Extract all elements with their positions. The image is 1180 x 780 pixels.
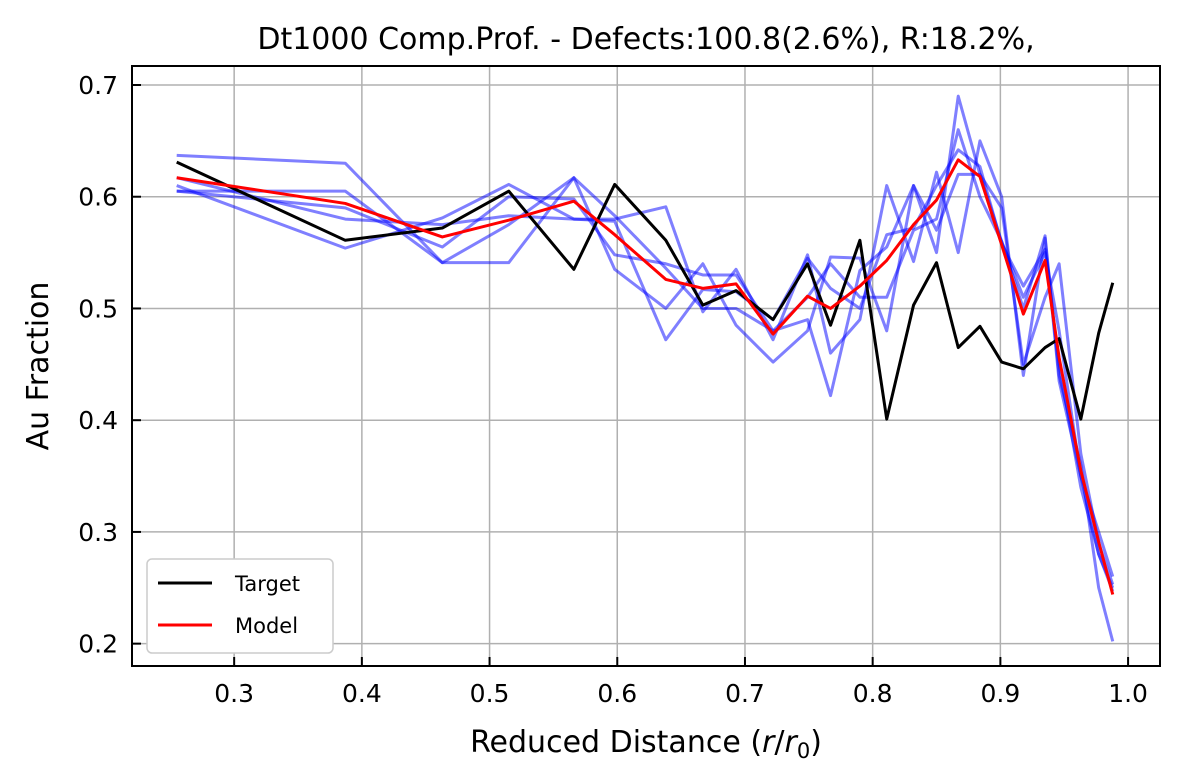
legend: Target Model — [146, 558, 334, 654]
x-tick-label: 0.9 — [980, 679, 1020, 708]
series-line-sample-5 — [176, 128, 1115, 589]
y-tick-label: 0.2 — [78, 630, 118, 659]
x-tick-label: 0.4 — [342, 679, 382, 708]
x-tick-label: 1.0 — [1108, 679, 1148, 708]
series-line-target — [176, 160, 1115, 421]
series-layer — [176, 94, 1115, 642]
x-tick-label: 0.5 — [470, 679, 510, 708]
x-tick-label: 0.3 — [214, 679, 254, 708]
y-axis-title: Au Fraction — [21, 282, 56, 451]
x-tick-label: 0.7 — [725, 679, 765, 708]
series-line-sample-3 — [176, 172, 1115, 585]
y-tick-label: 0.3 — [78, 518, 118, 547]
y-tick-label: 0.5 — [78, 294, 118, 323]
y-tick-label: 0.4 — [78, 406, 118, 435]
series-line-sample-4 — [176, 148, 1115, 592]
x-tick-label: 0.8 — [853, 679, 893, 708]
ticks: 0.3 0.4 0.5 0.6 0.7 0.8 0.9 1.0 0.2 0.3 0.4 0.5 0.6 0… — [78, 71, 1148, 708]
y-tick-label: 0.7 — [78, 71, 118, 100]
plot-frame — [131, 65, 1161, 667]
x-tick-label: 0.6 — [597, 679, 637, 708]
legend-model-label: Model — [235, 614, 298, 638]
legend-target-label: Target — [234, 572, 300, 596]
series-line-model — [176, 158, 1115, 595]
x-axis-title: Reduced Distance (r/r0) — [470, 725, 822, 763]
chart-title: Dt1000 Comp.Prof. - Defects:100.8(2.6%),… — [257, 22, 1034, 57]
y-tick-label: 0.6 — [78, 183, 118, 212]
